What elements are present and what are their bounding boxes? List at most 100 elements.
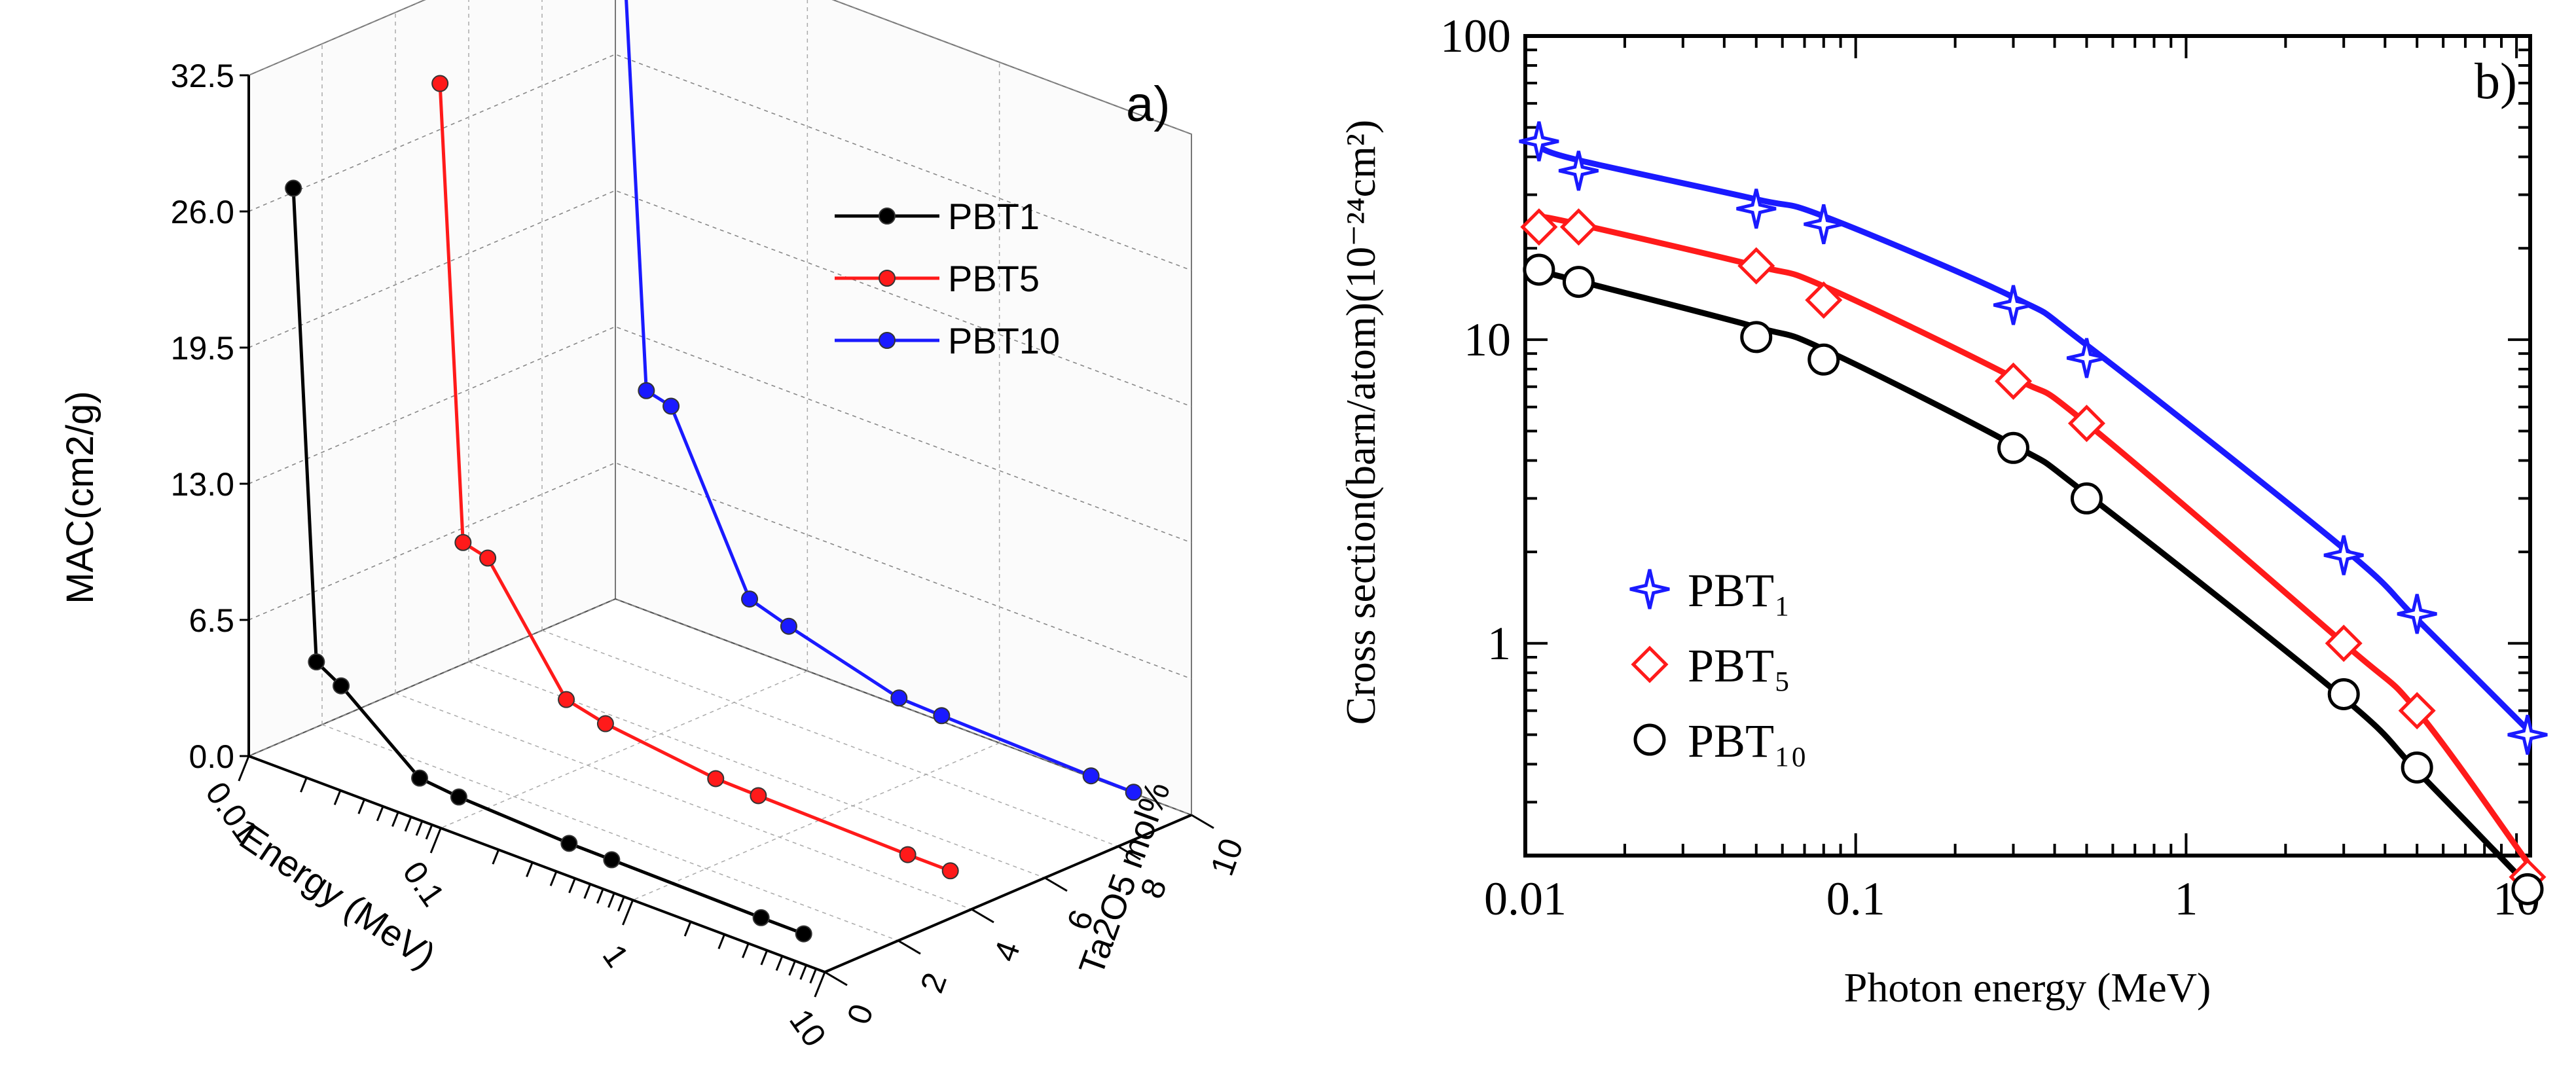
data-point-pbt5: [750, 787, 767, 805]
energy-minor-tick: [717, 933, 726, 950]
data-point-diamond: [1520, 208, 1558, 246]
data-point-star: [1519, 121, 1559, 162]
data-point-diamond: [1737, 247, 1775, 285]
data-point-pbt5: [941, 862, 959, 880]
data-point-pbt5: [707, 770, 725, 787]
y-tick-label: 100: [1440, 10, 1511, 62]
panel-a-label: a): [1126, 77, 1170, 132]
legend-label: PBT1: [948, 196, 1040, 237]
x-tick-label: 0.1: [1826, 873, 1885, 925]
energy-minor-tick: [492, 849, 500, 865]
panel-b-log-chart: 0.010.1110110100 b) Photon energy (MeV) …: [1337, 10, 2548, 1011]
energy-major-tick: [814, 971, 826, 998]
legend-label: PBT₁₀: [1688, 715, 1807, 767]
composition-tick-label: 0: [840, 1000, 880, 1029]
energy-tick-label: 0.1: [395, 855, 452, 913]
energy-major-tick: [238, 755, 250, 782]
data-point-pbt1: [411, 769, 429, 787]
data-point-pbt10: [662, 397, 680, 415]
legend-label: PBT5: [948, 258, 1040, 299]
data-point-circle: [2327, 678, 2360, 710]
data-point-star: [2323, 535, 2364, 575]
panel-b-x-axis-title: Photon energy (MeV): [1844, 964, 2211, 1011]
data-point-pbt1: [795, 925, 812, 943]
y-tick-label: 10: [1464, 314, 1511, 366]
energy-minor-tick: [608, 892, 615, 908]
panel-a-z-axis-title: MAC(cm2/g): [59, 391, 101, 604]
data-point-pbt1: [285, 179, 302, 197]
panel-a-series: [285, 0, 1142, 943]
data-point-star: [1804, 204, 1844, 245]
data-point-star: [1993, 285, 2034, 325]
legend-marker-circle: [1633, 723, 1666, 756]
energy-tick-label: 10: [782, 1002, 833, 1053]
energy-minor-tick: [415, 820, 424, 836]
data-point-pbt1: [308, 653, 325, 671]
y-tick-label: 1: [1487, 617, 1511, 670]
data-point-star: [1558, 151, 1599, 191]
legend-label: PBT₅: [1688, 640, 1790, 692]
z-tick-label: 26.0: [171, 194, 234, 230]
data-point-circle: [1562, 266, 1595, 298]
energy-minor-tick: [742, 943, 750, 958]
data-point-circle: [1523, 253, 1555, 286]
energy-minor-tick: [809, 968, 817, 984]
composition-tick-label: 4: [987, 937, 1027, 966]
energy-minor-tick: [391, 812, 399, 827]
panel-a-composition-axis-title: Ta2O5 mol%: [1072, 776, 1178, 980]
z-tick-label: 6.5: [189, 602, 234, 639]
fit-curve-circle: [1538, 268, 2530, 888]
panel-b-ticks: 0.010.1110110100: [1440, 10, 2540, 925]
data-point-pbt10: [1082, 767, 1100, 785]
data-point-pbt5: [596, 715, 614, 732]
data-point-circle: [2070, 482, 2103, 515]
panel-a-axis-walls: [247, 0, 1193, 973]
energy-minor-tick: [404, 816, 412, 832]
data-point-pbt10: [741, 590, 759, 608]
composition-tick-mark: [1191, 814, 1214, 829]
data-point-pbt10: [890, 689, 908, 707]
data-point-diamond: [2067, 405, 2106, 443]
legend-marker-pbt5: [879, 270, 896, 287]
z-tick-label: 19.5: [171, 330, 234, 367]
composition-tick-mark: [1044, 877, 1068, 892]
legend-label: PBT₁: [1688, 564, 1790, 617]
energy-minor-tick: [376, 806, 384, 822]
x-tick-label: 0.01: [1484, 873, 1567, 925]
floor-gridline: [541, 630, 1119, 847]
panel-a-legend: PBT1 PBT5 PBT10: [835, 196, 1060, 361]
floor-gridline: [441, 670, 808, 829]
data-point-star: [2507, 714, 2548, 755]
data-point-pbt1: [450, 788, 467, 806]
energy-minor-tick: [788, 960, 796, 976]
data-point-pbt5: [899, 846, 916, 863]
data-point-pbt5: [558, 691, 575, 708]
data-point-circle: [1807, 343, 1840, 376]
energy-tick-label: 1: [596, 938, 636, 974]
energy-major-tick: [622, 899, 634, 926]
energy-minor-tick: [583, 884, 591, 899]
data-point-circle: [2511, 873, 2544, 905]
energy-minor-tick: [300, 777, 308, 793]
fit-curve-star: [1538, 144, 2530, 732]
composition-tick-label: 10: [1203, 833, 1250, 880]
data-point-circle: [2401, 751, 2433, 784]
legend-marker-star: [1629, 569, 1670, 609]
data-point-pbt1: [333, 677, 350, 695]
z-tick-label: 13.0: [171, 466, 234, 503]
floor-gridline: [395, 693, 972, 910]
data-point-diamond: [2398, 692, 2436, 730]
panel-b-fit-curves: [1538, 144, 2530, 888]
composition-tick-label: 2: [913, 968, 954, 998]
data-point-star: [2066, 338, 2107, 378]
data-point-pbt5: [454, 534, 472, 551]
energy-minor-tick: [549, 871, 558, 886]
energy-minor-tick: [526, 861, 534, 878]
data-point-star: [1736, 189, 1777, 229]
z-tick-label: 0.0: [189, 738, 234, 775]
legend-marker-diamond: [1631, 645, 1669, 683]
composition-tick-mark: [971, 908, 994, 924]
panel-b-data-points: [1519, 121, 2548, 905]
data-point-circle: [1740, 321, 1773, 353]
